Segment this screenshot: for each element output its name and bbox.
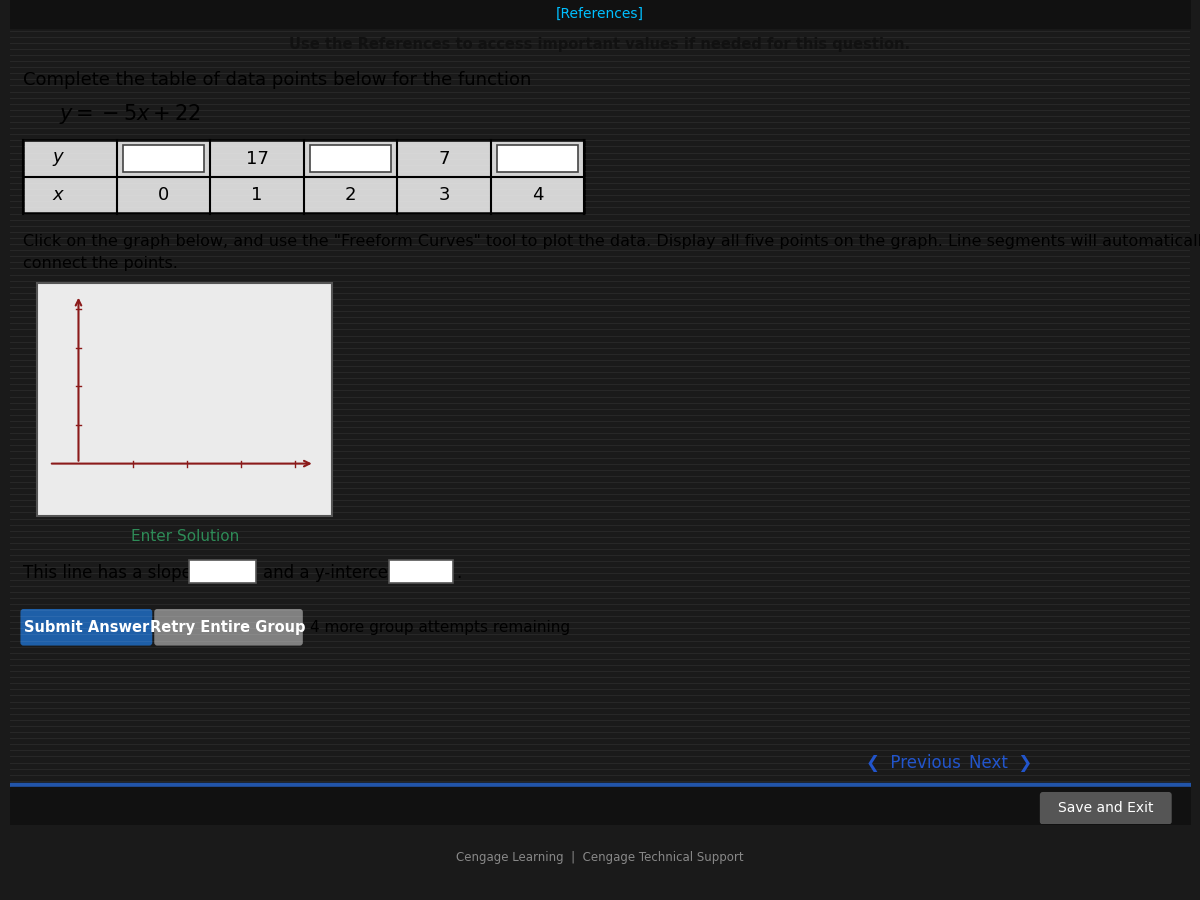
Text: .: .	[456, 564, 462, 582]
FancyBboxPatch shape	[1040, 792, 1171, 824]
FancyBboxPatch shape	[20, 609, 152, 645]
Text: 7: 7	[438, 149, 450, 167]
Text: 4 more group attempts remaining: 4 more group attempts remaining	[310, 620, 570, 634]
Text: Save and Exit: Save and Exit	[1058, 801, 1153, 815]
Text: 3: 3	[438, 186, 450, 204]
Text: This line has a slope of: This line has a slope of	[23, 564, 214, 582]
Text: $x$: $x$	[53, 186, 66, 204]
Text: 2: 2	[344, 186, 356, 204]
Text: 17: 17	[246, 149, 269, 167]
Text: Enter Solution: Enter Solution	[131, 528, 239, 544]
Text: 1: 1	[251, 186, 263, 204]
Bar	[497, 146, 578, 172]
Text: Cengage Learning  |  Cengage Technical Support: Cengage Learning | Cengage Technical Sup…	[456, 851, 744, 864]
Text: Complete the table of data points below for the function: Complete the table of data points below …	[23, 71, 532, 89]
Bar	[23, 140, 584, 213]
Text: $y = -5x + 22$: $y = -5x + 22$	[59, 102, 200, 126]
Text: Submit Answer: Submit Answer	[24, 620, 149, 634]
Text: $y$: $y$	[53, 149, 66, 167]
Text: 0: 0	[158, 186, 169, 204]
Text: connect the points.: connect the points.	[23, 256, 179, 271]
Bar	[390, 560, 454, 582]
Text: Retry Entire Group: Retry Entire Group	[150, 620, 306, 634]
Bar	[188, 560, 256, 582]
Text: Click on the graph below, and use the "Freeform Curves" tool to plot the data. D: Click on the graph below, and use the "F…	[23, 234, 1200, 248]
Text: 4: 4	[532, 186, 544, 204]
Bar	[122, 146, 204, 172]
Text: Use the References to access important values if needed for this question.: Use the References to access important v…	[289, 37, 911, 52]
Text: ❮  Previous: ❮ Previous	[865, 753, 960, 771]
Bar	[37, 283, 332, 517]
Text: Next  ❯: Next ❯	[970, 753, 1032, 771]
Text: and a y-intercept of: and a y-intercept of	[264, 564, 427, 582]
Bar	[310, 146, 391, 172]
FancyBboxPatch shape	[155, 609, 302, 645]
Text: [References]: [References]	[556, 7, 644, 22]
